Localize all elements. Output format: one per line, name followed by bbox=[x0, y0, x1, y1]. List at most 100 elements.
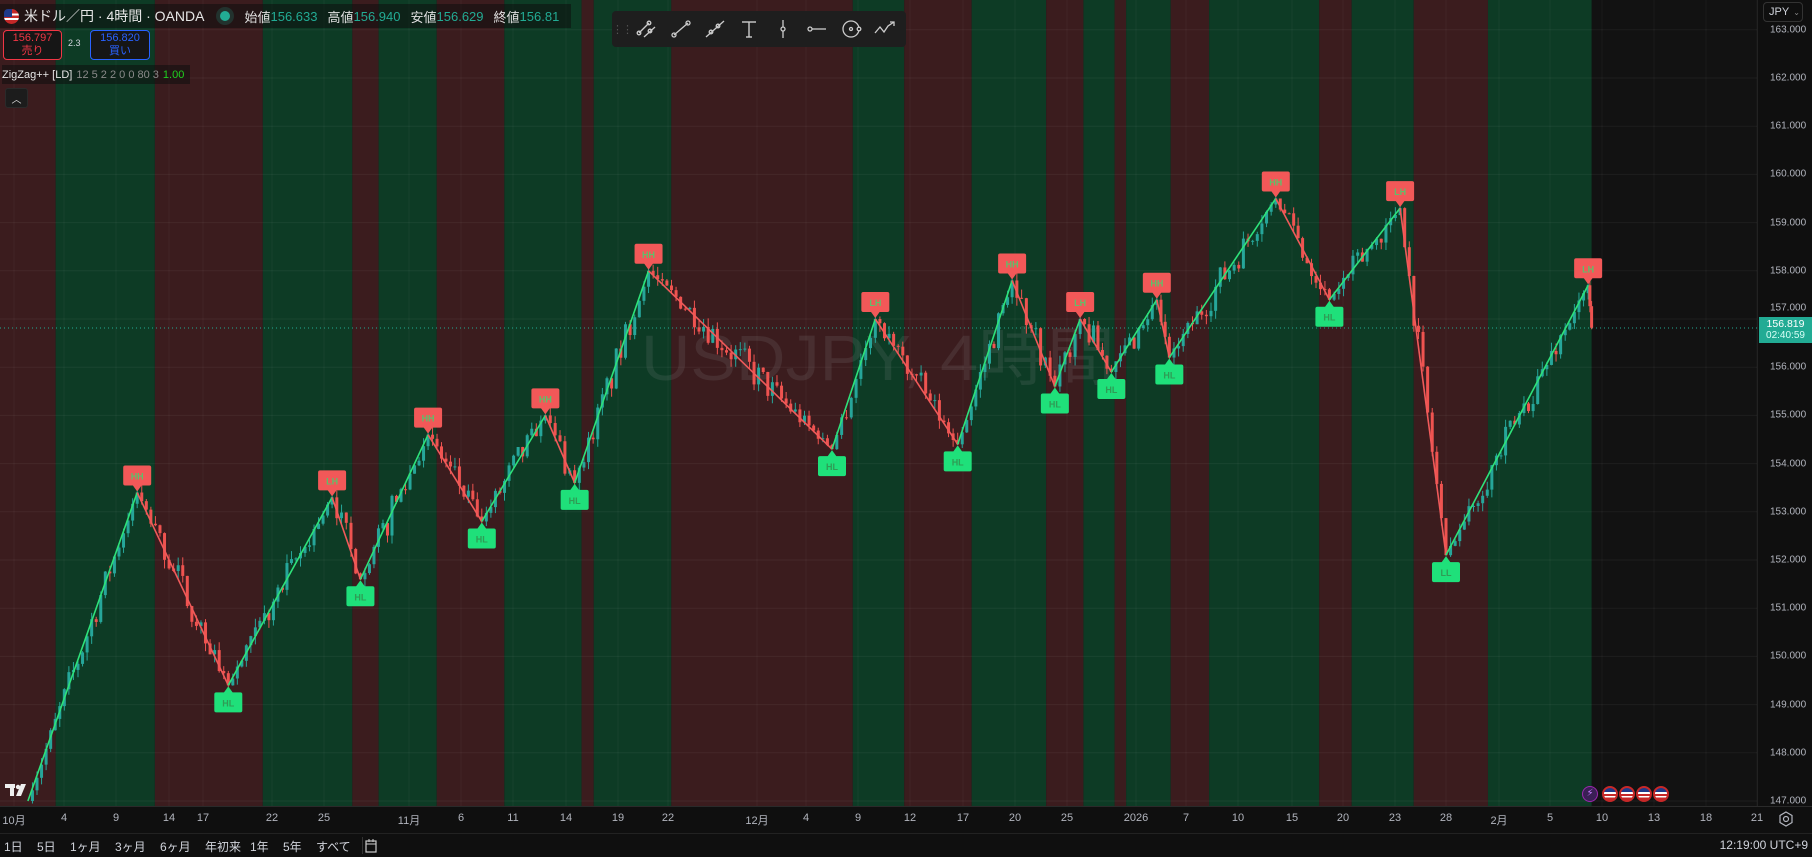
pivot-label-text: HL bbox=[952, 457, 964, 467]
trend-line-parallel-icon[interactable] bbox=[630, 13, 664, 45]
range-button-6[interactable]: 1年 bbox=[250, 840, 269, 854]
pivot-label-pointer bbox=[827, 450, 837, 458]
pivot-label-pointer bbox=[476, 522, 487, 530]
range-button-5[interactable]: 年初来 bbox=[205, 840, 242, 854]
candle-body bbox=[1458, 529, 1462, 542]
candle-body bbox=[1549, 350, 1553, 365]
candle-body bbox=[1228, 270, 1232, 280]
pivot-labels: HH HL LH HL HH HL HH HL HH HL LH HL HH HL LH HL HH HL HH HL… bbox=[123, 171, 1603, 713]
candle-body bbox=[1462, 521, 1466, 530]
timezone-clock[interactable]: 12:19:00 UTC+9 bbox=[1719, 838, 1808, 852]
candle-body bbox=[1195, 311, 1199, 325]
text-icon[interactable] bbox=[732, 13, 766, 45]
pivot-label-box bbox=[1315, 306, 1344, 327]
buy-button[interactable]: 156.820 買い bbox=[90, 30, 150, 60]
pivot-label-high: HH bbox=[531, 388, 560, 415]
candle-body bbox=[798, 409, 802, 423]
range-button-3[interactable]: 3ヶ月 bbox=[115, 840, 146, 854]
candle-body bbox=[543, 415, 547, 421]
candle-body bbox=[720, 347, 724, 351]
range-button-1[interactable]: 5日 bbox=[37, 840, 56, 854]
candle-body bbox=[94, 619, 98, 622]
us-event-flag-icon[interactable] bbox=[1653, 786, 1669, 802]
candle-body bbox=[1132, 337, 1136, 349]
candle-body bbox=[1421, 331, 1425, 367]
candle-body bbox=[1137, 328, 1141, 349]
collapse-legend-button[interactable]: ︿ bbox=[5, 88, 28, 108]
pivot-label-text: HH bbox=[1269, 178, 1282, 188]
time-axis[interactable] bbox=[0, 806, 1812, 833]
candle-body bbox=[1467, 506, 1471, 522]
goto-date-calendar-icon[interactable] bbox=[362, 837, 378, 854]
vertical-line-icon[interactable] bbox=[766, 13, 800, 45]
pivot-label-box bbox=[414, 407, 443, 428]
candle-body bbox=[1141, 325, 1145, 329]
sell-price: 156.797 bbox=[12, 32, 53, 44]
sell-button[interactable]: 156.797 売り bbox=[3, 30, 62, 60]
candle-body bbox=[1485, 489, 1489, 496]
us-event-flag-icon[interactable] bbox=[1602, 786, 1618, 802]
candle-body bbox=[35, 777, 39, 791]
candle-body bbox=[440, 446, 443, 459]
pivot-label-text: HH bbox=[422, 414, 435, 424]
lightning-event-icon[interactable]: ⚡ bbox=[1582, 786, 1598, 802]
price-tick-label: 160.000 bbox=[1770, 168, 1807, 180]
pivot-label-text: HL bbox=[1323, 313, 1335, 323]
time-tick-label: 4 bbox=[802, 812, 810, 824]
currency-selector[interactable]: JPY ⌄ bbox=[1763, 2, 1803, 22]
candle-body bbox=[217, 650, 221, 672]
candle-body bbox=[226, 673, 230, 686]
pivot-label-box bbox=[634, 243, 663, 264]
parallel-channel-icon[interactable] bbox=[698, 13, 732, 45]
pivot-label-text: LH bbox=[1074, 298, 1086, 308]
pivot-label-box bbox=[346, 586, 375, 607]
candle-body bbox=[1379, 238, 1383, 243]
trend-band-up bbox=[1083, 0, 1115, 806]
indicator-legend[interactable]: ZigZag++ [LD] 12 5 2 2 0 0 80 3 1.00 bbox=[2, 65, 191, 84]
range-button-2[interactable]: 1ヶ月 bbox=[70, 840, 101, 854]
us-event-flag-icon[interactable] bbox=[1636, 786, 1652, 802]
candle-body bbox=[413, 465, 417, 474]
pivot-label-text: HL bbox=[826, 462, 838, 472]
price-axis[interactable] bbox=[1757, 0, 1812, 806]
pivot-label-box bbox=[861, 292, 890, 312]
us-event-flag-icon[interactable] bbox=[1619, 786, 1635, 802]
trend-line-icon[interactable] bbox=[664, 13, 698, 45]
trend-band-down bbox=[436, 0, 505, 806]
drag-handle-icon[interactable]: ⋮⋮ bbox=[612, 23, 633, 36]
horizontal-ray-icon[interactable] bbox=[800, 13, 834, 45]
time-tick-label: 15 bbox=[1285, 812, 1299, 824]
price-chart[interactable]: USDJPY, 4時間 HHHLLHHLHHHLHHHLHHHLLHHLHHHL… bbox=[0, 0, 1812, 806]
candle-body bbox=[623, 324, 627, 358]
currency-selector-value: JPY bbox=[1769, 6, 1790, 18]
pivot-label-box bbox=[214, 692, 243, 713]
candle-body bbox=[1327, 289, 1331, 300]
trend-band-up bbox=[262, 0, 353, 806]
price-tick-label: 150.000 bbox=[1770, 650, 1807, 662]
candle-body bbox=[480, 516, 484, 522]
path-arrow-icon[interactable] bbox=[868, 13, 902, 45]
candle-body bbox=[367, 564, 371, 574]
candle-body bbox=[729, 352, 733, 360]
candle-body bbox=[766, 372, 770, 396]
candle-body bbox=[167, 559, 171, 569]
candle-body bbox=[1370, 245, 1374, 249]
range-button-4[interactable]: 6ヶ月 bbox=[160, 840, 191, 854]
candle-body bbox=[558, 435, 562, 442]
candle-body bbox=[1527, 403, 1531, 412]
range-button-8[interactable]: すべて bbox=[316, 840, 351, 854]
pivot-label-box bbox=[943, 451, 972, 472]
candle-body bbox=[1435, 451, 1439, 484]
circle-icon[interactable] bbox=[834, 13, 868, 45]
pivot-label-text: HL bbox=[476, 534, 488, 544]
axis-settings-icon[interactable] bbox=[1778, 811, 1794, 827]
candle-body bbox=[1572, 312, 1576, 324]
candle-body bbox=[1100, 350, 1104, 356]
range-button-7[interactable]: 5年 bbox=[283, 840, 302, 854]
candle-body bbox=[112, 556, 116, 574]
candle-body bbox=[1476, 503, 1480, 507]
candle-body bbox=[335, 497, 339, 519]
candle-body bbox=[204, 622, 208, 644]
symbol-title[interactable]: 米ドル／円 · 4時間 · OANDA bbox=[24, 8, 205, 24]
range-button-0[interactable]: 1日 bbox=[4, 840, 23, 854]
